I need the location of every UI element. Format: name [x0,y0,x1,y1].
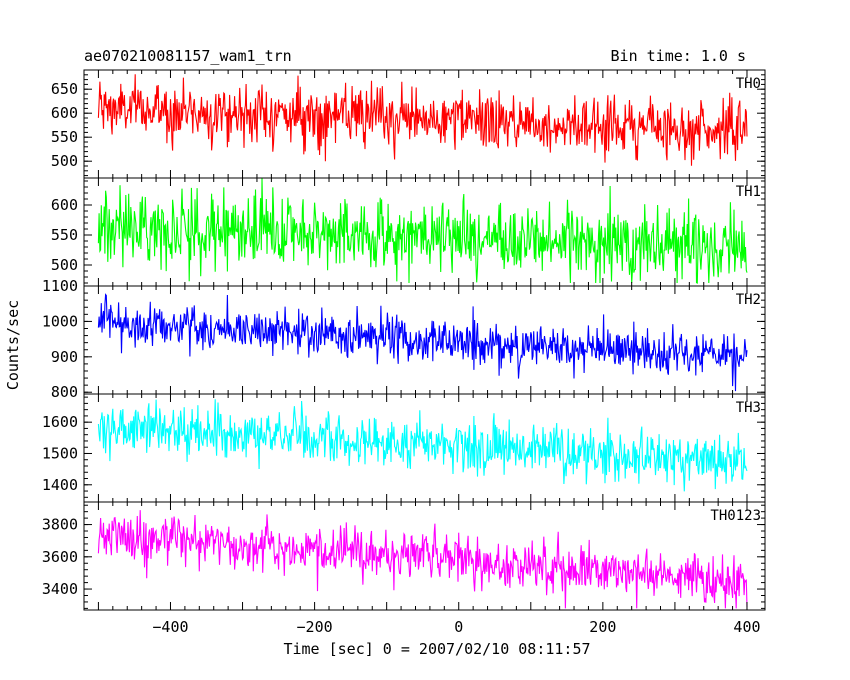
y-axis-label: Counts/sec [4,300,22,390]
panel-th1: TH1 500 550 600 [51,177,766,287]
panels-group: TH0 500 550 600 650 TH1 500 550 600 TH2 800 900 1000… [42,69,766,636]
x-tick-label: 200 [589,618,616,636]
series-label-th1: TH1 [736,184,761,200]
y-tick-label: 3400 [42,580,78,598]
y-tick-label: 3800 [42,516,78,534]
panel-th2: TH2 800 900 1000 1100 [42,277,766,401]
y-tick-label: 3600 [42,548,78,566]
y-tick-label: 500 [51,152,78,170]
y-tick-label: 1100 [42,277,78,295]
y-tick-label: 600 [51,196,78,214]
series-line-th0123 [97,510,748,609]
y-tick-label: 1400 [42,476,78,494]
y-tick-label: 550 [51,226,78,244]
panel-th3: TH3 1400 1500 1600 [42,393,766,503]
bin-time-label: Bin time: 1.0 s [611,47,746,65]
y-tick-label: 500 [51,256,78,274]
x-tick-label: 0 [454,618,463,636]
series-label-th2: TH2 [736,292,761,308]
series-label-th3: TH3 [736,400,761,416]
y-tick-label: 1500 [42,444,78,462]
series-line-th2 [97,293,748,392]
series-label-th0: TH0 [736,76,761,92]
panel-th0: TH0 500 550 600 650 [51,69,766,179]
y-tick-label: 1600 [42,413,78,431]
y-tick-label: 650 [51,80,78,98]
x-tick-label: 400 [733,618,760,636]
x-axis-label: Time [sec] 0 = 2007/02/10 08:11:57 [283,640,590,658]
series-line-th0 [97,74,748,166]
series-line-th3 [97,399,748,492]
chart-title: ae070210081157_wam1_trn [84,47,292,65]
y-tick-label: 1000 [42,312,78,330]
panel-th0123: TH0123 3400 3600 3800 [42,501,766,611]
y-tick-label: 900 [51,348,78,366]
series-label-th0123: TH0123 [710,508,761,524]
y-tick-label: 600 [51,104,78,122]
x-tick-label: −400 [152,618,188,636]
y-tick-label: 550 [51,128,78,146]
y-tick-label: 800 [51,383,78,401]
series-line-th1 [97,178,748,284]
x-tick-label: −200 [297,618,333,636]
panel-frame [83,501,766,611]
